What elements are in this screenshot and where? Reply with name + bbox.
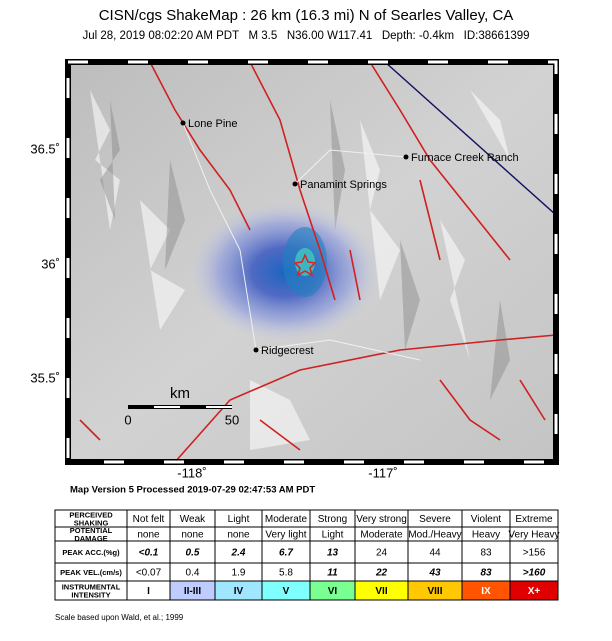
table-value: V xyxy=(283,586,290,597)
table-value: >160 xyxy=(523,568,546,579)
scale-tick: 0 xyxy=(124,412,131,427)
row-header: INSTRUMENTAL INTENSITY xyxy=(62,582,121,599)
table-value: Violent xyxy=(471,514,502,525)
title: CISN/cgs ShakeMap : 26 km (16.3 mi) N of… xyxy=(99,7,514,24)
lat-label: 36.5˚ xyxy=(30,141,60,156)
table-value: IV xyxy=(234,586,244,597)
table-value: Severe xyxy=(419,514,451,525)
table-value: Very light xyxy=(265,530,306,541)
table-value: Very Heavy xyxy=(508,530,559,541)
table-value: VII xyxy=(375,586,387,597)
table-value: 22 xyxy=(375,568,388,579)
table-value: Not felt xyxy=(133,514,165,525)
table-value: 0.5 xyxy=(186,548,200,559)
scale-unit: km xyxy=(170,385,190,402)
table-value: Light xyxy=(322,530,344,541)
table-value: <0.07 xyxy=(136,568,162,579)
note: Scale based upon Wald, et al.; 1999 xyxy=(55,613,184,622)
table-value: Moderate xyxy=(360,530,403,541)
map-frame-ticks xyxy=(66,60,558,464)
table-value: none xyxy=(137,530,160,541)
lat-label: 36˚ xyxy=(41,256,60,271)
place-label: Ridgecrest xyxy=(261,345,314,357)
place-label: Lone Pine xyxy=(188,118,238,130)
lon-label: -118˚ xyxy=(177,465,206,480)
table-value: Moderate xyxy=(265,514,308,525)
table-value: 13 xyxy=(327,548,339,559)
map xyxy=(68,62,556,462)
place-label: Furnace Creek Ranch xyxy=(411,152,519,164)
table-value: Extreme xyxy=(515,514,553,525)
table-value: Weak xyxy=(180,514,206,525)
table-value: 83 xyxy=(480,568,492,579)
intensity-table: PERCEIVED SHAKING Not felt Weak Light Moderat… xyxy=(54,509,560,601)
table-value: none xyxy=(227,530,250,541)
row-header: PEAK VEL.(cm/s) xyxy=(60,568,122,577)
scale-bar: km 0 50 xyxy=(124,385,239,427)
place-label: Panamint Springs xyxy=(300,179,387,191)
table-cell xyxy=(509,580,559,601)
table-value: 11 xyxy=(327,568,338,579)
table-value: Heavy xyxy=(472,530,500,541)
table-value: X+ xyxy=(528,586,541,597)
table-value: 44 xyxy=(429,548,441,559)
table-value: 83 xyxy=(480,548,492,559)
table-value: 1.9 xyxy=(232,568,246,579)
table-value: VIII xyxy=(427,586,442,597)
table-value: Mod./Heavy xyxy=(408,530,461,541)
table-value: II-III xyxy=(184,586,201,597)
table-value: IX xyxy=(481,586,491,597)
lon-label: -117˚ xyxy=(368,465,397,480)
table-value: >156 xyxy=(523,548,546,559)
table-value: I xyxy=(147,586,150,597)
row-header: PEAK ACC.(%g) xyxy=(62,548,120,557)
row-header: PERCEIVED SHAKING xyxy=(69,510,113,527)
table-value: 24 xyxy=(376,548,388,559)
table-value: 43 xyxy=(428,568,441,579)
subtitle: Jul 28, 2019 08:02:20 AM PDT M 3.5 N36.0… xyxy=(82,30,529,42)
table-value: Strong xyxy=(318,514,347,525)
table-value: 6.7 xyxy=(279,548,293,559)
table-value: 5.8 xyxy=(279,568,293,579)
table-value: 2.4 xyxy=(231,548,246,559)
version: Map Version 5 Processed 2019-07-29 02:47… xyxy=(70,485,315,496)
row-header: POTENTIAL DAMAGE xyxy=(70,526,113,543)
table-value: none xyxy=(181,530,204,541)
table-value: 0.4 xyxy=(186,568,200,579)
table-value: VI xyxy=(328,586,338,597)
table-value: Very strong xyxy=(356,514,407,525)
table-value: <0.1 xyxy=(139,548,159,559)
scale-tick: 50 xyxy=(225,412,239,427)
lat-label: 35.5˚ xyxy=(30,370,60,385)
table-value: Light xyxy=(228,514,250,525)
